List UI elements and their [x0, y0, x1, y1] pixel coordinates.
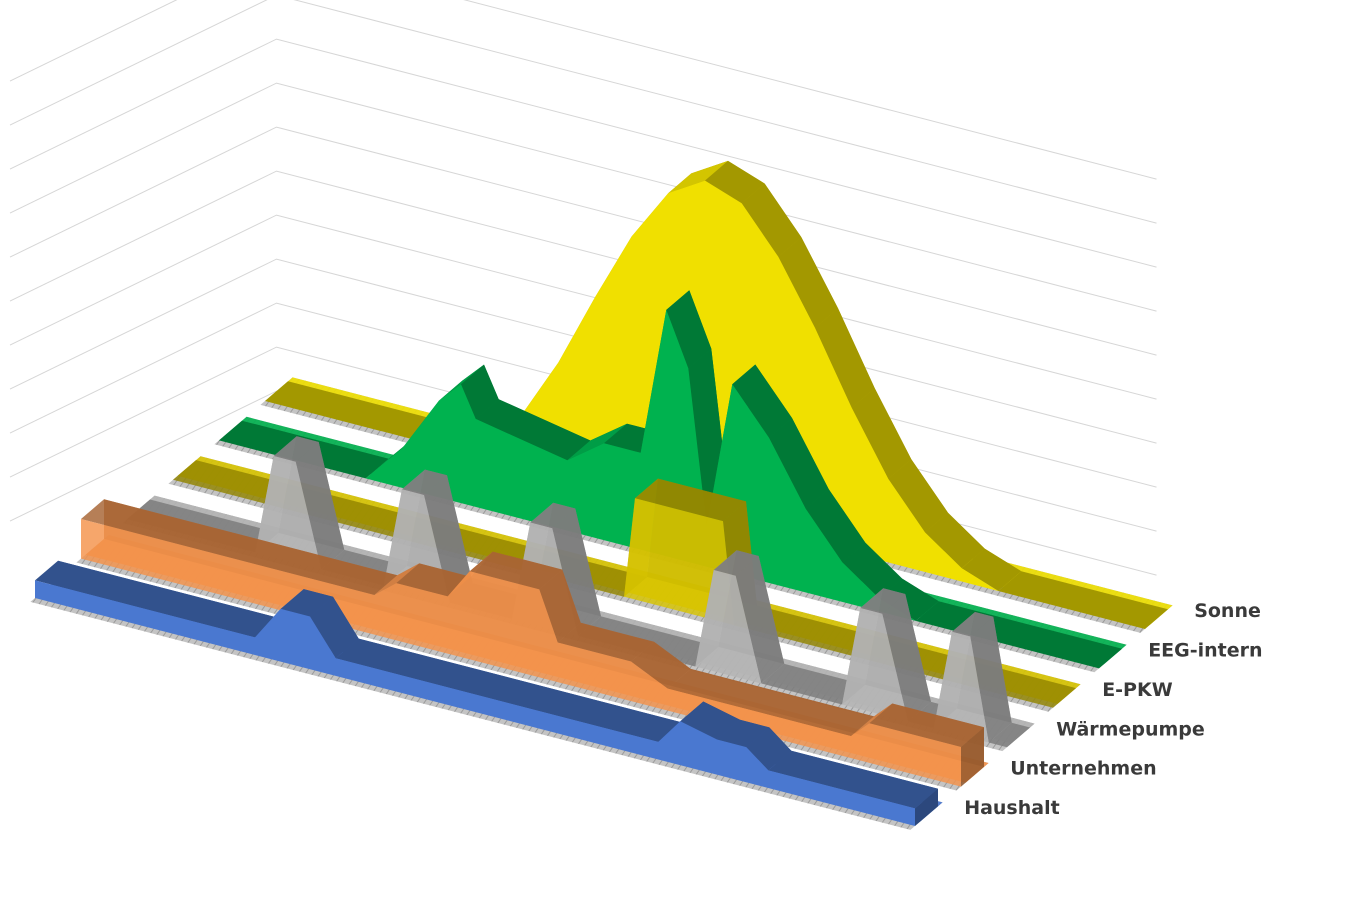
series-top-face	[882, 594, 931, 722]
series-top-face	[869, 703, 984, 747]
series-top-face	[439, 364, 484, 401]
gridline	[9, 170, 1157, 400]
gridline	[9, 82, 1157, 312]
series-top-face	[988, 722, 1030, 748]
series-front-face	[35, 580, 915, 826]
series-label: Wärmepumpe	[1056, 718, 1205, 740]
series-top-face	[746, 727, 792, 771]
series-top-face	[851, 388, 912, 479]
series-top-face	[666, 290, 712, 369]
series-top-face	[631, 641, 691, 689]
series-top-face	[970, 616, 1012, 743]
series-top-face	[567, 423, 627, 461]
series-haushalt	[35, 560, 938, 826]
gridline	[9, 0, 1157, 224]
series-top-face	[461, 364, 499, 419]
gridline	[9, 0, 1157, 180]
series-top-face	[915, 601, 1122, 669]
series-top-face	[851, 703, 893, 737]
series-top-face	[815, 308, 875, 408]
series-top-face	[888, 459, 948, 533]
series-top-face	[925, 512, 985, 569]
series-label: Haushalt	[964, 797, 1060, 819]
series-top-face	[769, 418, 829, 509]
series-top-face	[35, 560, 278, 638]
series-top-face	[280, 589, 333, 617]
series-end-cap	[961, 727, 984, 787]
gridline	[9, 126, 1157, 356]
series-top-face	[539, 569, 581, 643]
series-top-face	[732, 364, 792, 438]
series-top-face	[557, 622, 654, 662]
gridlines	[9, 0, 1157, 620]
series-top-face	[717, 719, 770, 748]
series-top-face	[668, 160, 728, 194]
series-top-face	[552, 508, 601, 636]
series-top-face	[778, 237, 838, 328]
series-top-face	[879, 578, 939, 621]
series-top-face	[761, 663, 865, 705]
series-top-face	[635, 478, 746, 522]
series-top-face	[424, 475, 473, 603]
series-end-cap	[915, 788, 938, 826]
series-unternehmen	[81, 499, 984, 787]
series-label: E-PKW	[1102, 679, 1173, 701]
gridline	[9, 38, 1157, 268]
series-top-face	[705, 160, 765, 204]
series-top-face	[402, 469, 447, 495]
series-label: EEG-intern	[1148, 640, 1262, 662]
series-top-face	[713, 550, 759, 576]
series-front-face	[81, 519, 961, 787]
series-label: Unternehmen	[1010, 758, 1156, 780]
series-top-face	[952, 612, 994, 637]
series-top-face	[735, 556, 785, 684]
series-top-face	[805, 489, 866, 563]
series-top-face	[81, 499, 398, 595]
series-top-face	[396, 563, 471, 597]
series-layer	[35, 160, 1168, 826]
series-top-face	[842, 542, 902, 599]
series-labels: Sonne EEG-intern E-PKW Wärmepumpe Unternehme…	[964, 600, 1262, 819]
series-top-face	[310, 596, 359, 659]
series-top-face	[680, 701, 740, 740]
series-top-face	[961, 548, 1022, 591]
series-top-face	[998, 571, 1168, 629]
series-top-face	[741, 183, 802, 257]
series-top-face	[667, 668, 874, 737]
series-label: Sonne	[1194, 600, 1261, 622]
series-top-face	[768, 750, 938, 809]
series-top-face	[469, 551, 563, 590]
series-top-face	[530, 502, 576, 529]
series-top-face	[374, 563, 420, 595]
series-top-face	[860, 588, 906, 614]
series-top-face	[335, 638, 682, 742]
series-top-face	[475, 399, 591, 461]
series-top-face	[295, 442, 345, 570]
series-top-face	[273, 436, 319, 462]
